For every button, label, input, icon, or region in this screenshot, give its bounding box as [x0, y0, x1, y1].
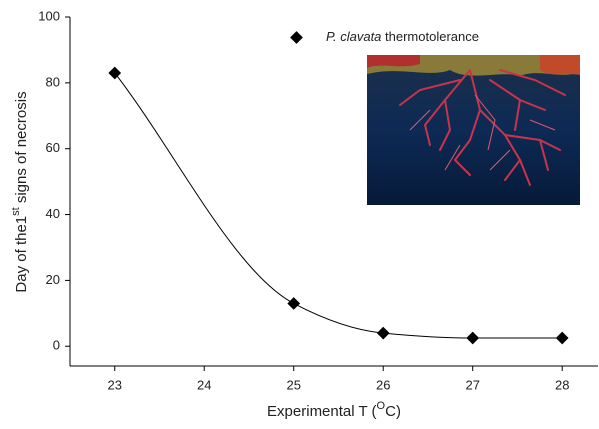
y-label-part: Day of the1: [13, 216, 30, 293]
x-label-part: Experimental T (: [267, 403, 377, 420]
x-axis-label: Experimental T (OC): [267, 400, 401, 420]
x-label-superscript: O: [377, 400, 386, 412]
y-tick-label: 80: [46, 74, 60, 89]
y-tick-label: 100: [38, 8, 60, 23]
y-label-part: signs of necrosis: [13, 91, 30, 207]
legend-label-italic: P. clavata: [326, 29, 381, 44]
fit-curve: [114, 72, 563, 339]
x-tick-label: 24: [197, 377, 211, 392]
point: [376, 326, 390, 340]
legend-label: P. clavata thermotolerance: [326, 29, 479, 44]
x-label-part: C): [385, 403, 401, 420]
point: [555, 331, 569, 345]
legend: P. clavata thermotolerance: [290, 29, 479, 44]
x-tick-label: 23: [108, 377, 122, 392]
point: [108, 66, 122, 80]
y-tick-label: 60: [46, 140, 60, 155]
x-tick-label: 27: [465, 377, 479, 392]
y-axis-label: Day of the1st signs of necrosis: [10, 91, 30, 292]
inset-photo: [367, 55, 580, 205]
point: [466, 331, 480, 345]
legend-label-part: thermotolerance: [381, 29, 479, 44]
y-tick-label: 0: [53, 338, 60, 353]
x-tick-label: 25: [286, 377, 300, 392]
y-tick-label: 40: [46, 206, 60, 221]
y-tick-label: 20: [46, 272, 60, 287]
point: [287, 297, 301, 310]
legend-marker: [290, 31, 303, 44]
x-tick-label: 26: [376, 377, 390, 392]
x-tick-label: 28: [555, 377, 569, 392]
y-label-superscript: st: [10, 207, 22, 216]
